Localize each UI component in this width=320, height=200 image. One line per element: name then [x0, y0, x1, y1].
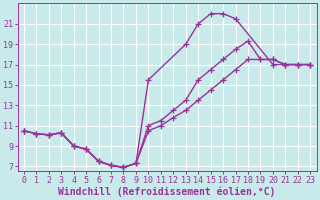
X-axis label: Windchill (Refroidissement éolien,°C): Windchill (Refroidissement éolien,°C) [58, 186, 276, 197]
